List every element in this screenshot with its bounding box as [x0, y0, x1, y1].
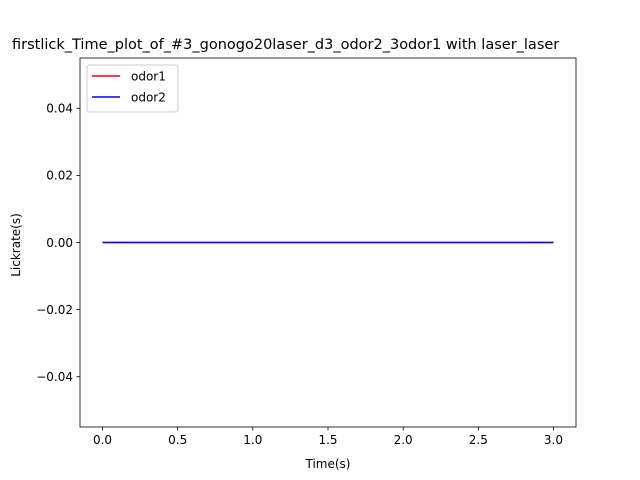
legend-label-2: odor2: [131, 90, 166, 104]
y-tick-label: 0.02: [46, 169, 73, 183]
chart-title: firstlick_Time_plot_of_#3_gonogo20laser_…: [12, 37, 559, 53]
x-tick-label: 0.5: [168, 433, 187, 447]
x-tick-label: 2.0: [394, 433, 413, 447]
x-tick-label: 1.5: [318, 433, 337, 447]
y-tick-label: 0.04: [46, 102, 73, 116]
plot-area: 0.0 0.5 1.0 1.5 2.0 2.5 3.0 −0.04 −0.02 0.00 0.02 0…: [36, 57, 577, 447]
legend-label-1: odor1: [131, 69, 166, 83]
y-axis-label: Lickrate(s): [9, 213, 23, 277]
y-tick-label: −0.02: [36, 303, 73, 317]
x-tick-label: 2.5: [469, 433, 488, 447]
y-tick-label: −0.04: [36, 370, 73, 384]
x-axis-label: Time(s): [305, 457, 351, 471]
x-tick-label: 0.0: [93, 433, 112, 447]
y-tick-label: 0.00: [46, 236, 73, 250]
x-tick-label: 3.0: [544, 433, 563, 447]
x-tick-label: 1.0: [243, 433, 262, 447]
